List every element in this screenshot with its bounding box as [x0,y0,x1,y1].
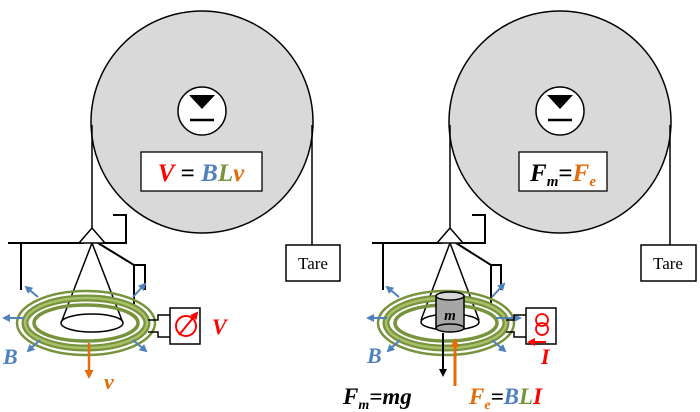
mass-cylinder [435,291,465,333]
voltmeter-icon [175,311,199,337]
current-label: I [540,344,551,369]
right-panel: Fm=Fe Tare m [342,10,697,412]
right-tare-label: Tare [653,254,683,273]
left-cone [60,242,124,324]
eq-b-symbol: B [200,160,218,187]
right-equation-box [518,151,608,192]
left-field-arrows [2,282,148,353]
right-equation: Fm=Fe [529,160,596,190]
left-hanger-apex [77,226,107,244]
eq-velocity-symbol: v [233,160,245,187]
current-source-icon [535,313,549,336]
left-field-label: B [2,344,18,369]
right-field-label: B [366,343,382,368]
left-equation: V = BLv [158,160,245,187]
left-equation-box [140,151,263,192]
left-panel: V = BLv Tare [2,10,341,394]
left-coil [15,289,157,357]
left-tare-label: Tare [298,254,328,273]
right-field-arrows [366,282,522,353]
pivot-icon [177,86,227,136]
eq-equals: = [174,160,201,187]
left-velocity-label: v [104,369,114,394]
left-hanger [8,214,146,305]
electromagnetic-force-formula: Fe=BLI [468,384,543,412]
left-voltage-label: V [212,314,229,339]
mass-label: m [444,308,456,324]
eq-v-symbol: V [158,160,177,187]
left-cone-base [60,313,124,333]
right-hanger-apex [435,226,465,244]
right-tare-box [640,244,697,282]
left-tare-box [285,244,341,282]
pivot-icon [535,86,585,136]
right-hanger [372,214,502,305]
eq-l-symbol: L [217,160,233,187]
gravity-force-formula: Fm=mg [342,384,412,412]
